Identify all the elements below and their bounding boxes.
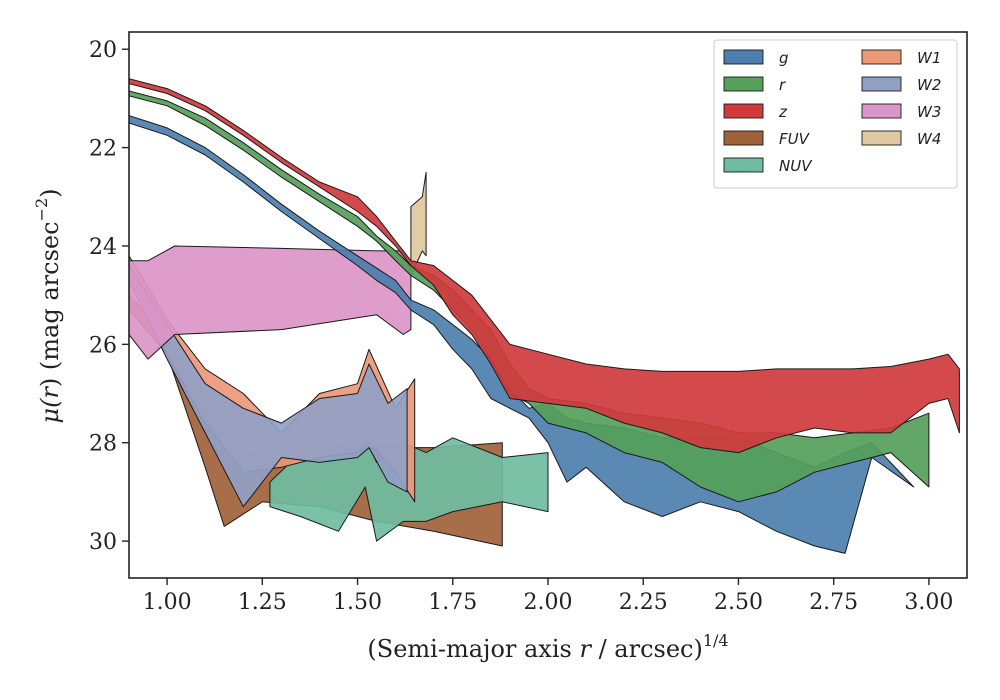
legend: grz FUV NUV W1 W2 W3 W4 bbox=[713, 39, 958, 189]
x-axis-label-unit: / arcsec) bbox=[591, 635, 703, 663]
x-tick-label: 1.50 bbox=[333, 590, 382, 615]
x-tick-label: 3.00 bbox=[904, 590, 953, 615]
x-tick-label: 1.00 bbox=[143, 590, 192, 615]
legend-label-fuv: FUV bbox=[779, 130, 811, 148]
legend-label-z: z bbox=[778, 103, 788, 121]
legend-label-w1: W1 bbox=[917, 49, 941, 67]
y-tick-label: 22 bbox=[89, 137, 117, 162]
legend-label-g: g bbox=[779, 49, 789, 67]
legend-label-nuv: NUV bbox=[779, 157, 813, 175]
y-axis-label-unit: ) (mag arcsec bbox=[36, 221, 64, 387]
legend-swatch-w4 bbox=[861, 130, 902, 146]
y-tick-label: 30 bbox=[89, 530, 117, 555]
x-axis-label: (Semi-major axis r / arcsec)1/4 bbox=[367, 631, 728, 663]
plot-areas bbox=[129, 78, 960, 554]
legend-swatch-w1 bbox=[861, 49, 902, 65]
y-axis-label: μ(r) (mag arcsec−2) bbox=[32, 188, 64, 423]
y-axis-label-sup: −2 bbox=[32, 198, 51, 222]
x-tick-label: 2.25 bbox=[619, 590, 668, 615]
y-axis: 20 22 24 26 28 30 bbox=[89, 38, 129, 555]
x-tick-label: 2.00 bbox=[524, 590, 573, 615]
x-axis: 1.00 1.25 1.50 1.75 2.00 2.25 2.50 2.75 3.00 bbox=[143, 578, 953, 615]
y-tick-label: 28 bbox=[89, 432, 117, 457]
x-axis-label-var: r bbox=[579, 635, 592, 663]
legend-swatch-fuv bbox=[723, 130, 764, 146]
x-tick-label: 2.75 bbox=[809, 590, 858, 615]
area-w2 bbox=[129, 265, 408, 508]
x-tick-label: 2.50 bbox=[714, 590, 763, 615]
x-axis-label-sup: 1/4 bbox=[703, 631, 729, 650]
legend-swatch-w3 bbox=[861, 103, 902, 119]
y-axis-label-mu: μ( bbox=[36, 398, 64, 424]
x-axis-label-main: (Semi-major axis bbox=[367, 635, 579, 663]
x-tick-label: 1.25 bbox=[238, 590, 287, 615]
y-axis-label-end: ) bbox=[36, 188, 64, 197]
x-tick-label: 1.75 bbox=[428, 590, 477, 615]
y-tick-label: 20 bbox=[89, 38, 117, 63]
area-z bbox=[129, 78, 960, 454]
area-w3 bbox=[129, 245, 412, 360]
y-tick-label: 26 bbox=[89, 333, 117, 358]
legend-label-w4: W4 bbox=[917, 130, 941, 148]
legend-label-r: r bbox=[779, 76, 786, 94]
legend-label-w2: W2 bbox=[917, 76, 941, 94]
legend-swatch-g bbox=[723, 49, 764, 65]
legend-swatch-nuv bbox=[723, 157, 764, 173]
area-w4 bbox=[410, 171, 427, 276]
legend-swatch-w2 bbox=[861, 76, 902, 92]
legend-swatch-z bbox=[723, 103, 764, 119]
legend-swatch-r bbox=[723, 76, 764, 92]
legend-label-w3: W3 bbox=[917, 103, 941, 121]
y-tick-label: 24 bbox=[89, 235, 117, 260]
y-axis-label-var: r bbox=[36, 386, 64, 399]
